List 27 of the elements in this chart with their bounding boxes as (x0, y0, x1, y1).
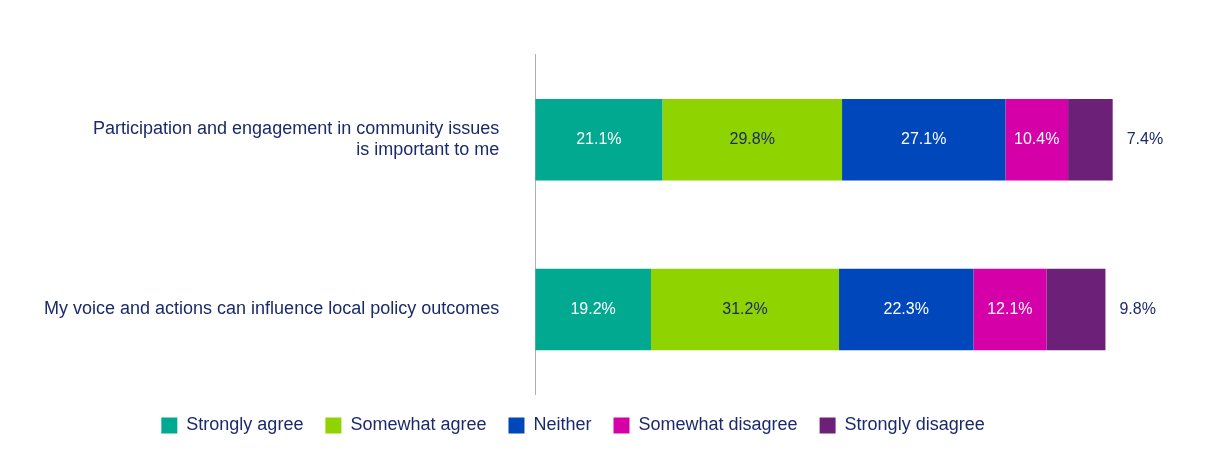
data-label: 21.1% (576, 130, 622, 148)
data-label: 29.8% (729, 130, 775, 148)
legend-label: Somewhat agree (350, 414, 487, 435)
bar (662, 98, 843, 181)
bar (1068, 98, 1113, 181)
data-label: 7.4% (1126, 130, 1164, 148)
data-label: 12.1% (987, 299, 1033, 317)
y-tick-label: Participation and engagement in community issues is important to me (93, 117, 500, 160)
bar (839, 268, 974, 351)
bar (535, 98, 663, 181)
bar (535, 268, 651, 351)
legend-label: Strongly agree (186, 414, 304, 435)
data-label: 31.2% (722, 299, 768, 317)
bar (650, 268, 840, 351)
legend-label: Somewhat disagree (638, 414, 798, 435)
data-label: 9.8% (1119, 299, 1156, 317)
data-label: 27.1% (901, 130, 947, 148)
bar (973, 268, 1047, 351)
data-label: 19.2% (570, 299, 616, 317)
y-tick-label: My voice and actions can influence local policy outcomes (43, 298, 500, 319)
data-label: 10.4% (1014, 130, 1060, 148)
bar (842, 98, 1006, 181)
bar (1005, 98, 1069, 181)
legend-label: Strongly disagree (844, 414, 985, 435)
bar (1046, 268, 1106, 351)
data-label: 22.3% (883, 299, 929, 317)
legend-label: Neither (533, 414, 592, 435)
